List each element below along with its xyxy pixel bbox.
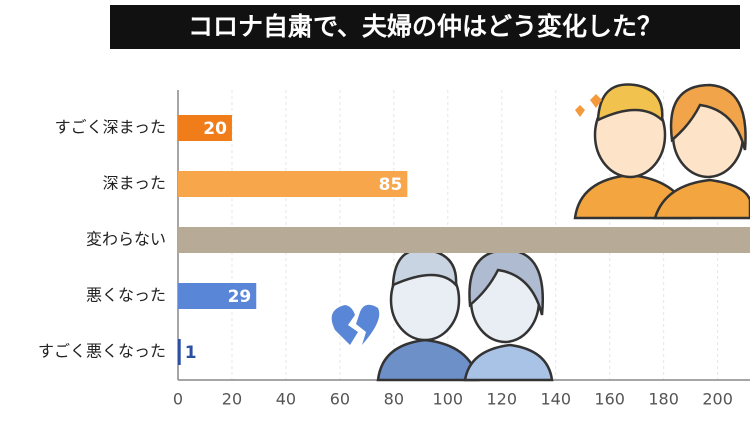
- x-tick-label: 160: [594, 390, 625, 409]
- x-tick-label: 80: [384, 390, 404, 409]
- bar: [178, 171, 408, 197]
- bar: [178, 115, 232, 141]
- x-tick-label: 20: [222, 390, 242, 409]
- illustration-sad: [331, 248, 554, 382]
- x-tick-label: 60: [330, 390, 350, 409]
- category-label: 悪くなった: [86, 286, 166, 305]
- x-tick-label: 180: [648, 390, 679, 409]
- title-box: [110, 5, 740, 49]
- category-label: すごく悪くなった: [38, 342, 166, 361]
- x-tick-label: 0: [173, 390, 183, 409]
- plot-area: [178, 115, 750, 365]
- illustration-happy: [573, 83, 750, 220]
- x-tick-label: 140: [540, 390, 571, 409]
- bar: [178, 283, 257, 309]
- x-tick-label: 120: [487, 390, 518, 409]
- x-tick-label: 40: [276, 390, 296, 409]
- value-label: 85: [379, 175, 403, 195]
- category-label: 深まった: [103, 174, 166, 193]
- value-label: 29: [228, 287, 252, 307]
- bar: [178, 339, 181, 365]
- x-tick-label: 200: [702, 390, 733, 409]
- bar: [178, 227, 750, 253]
- value-label: 20: [203, 119, 227, 139]
- chart-title: コロナ自粛で、夫婦の仲はどう変化した？: [188, 12, 662, 41]
- category-label: 変わらない: [86, 230, 166, 249]
- x-tick-label: 100: [433, 390, 464, 409]
- value-label: 1: [185, 343, 197, 363]
- category-label: すごく深まった: [55, 118, 166, 137]
